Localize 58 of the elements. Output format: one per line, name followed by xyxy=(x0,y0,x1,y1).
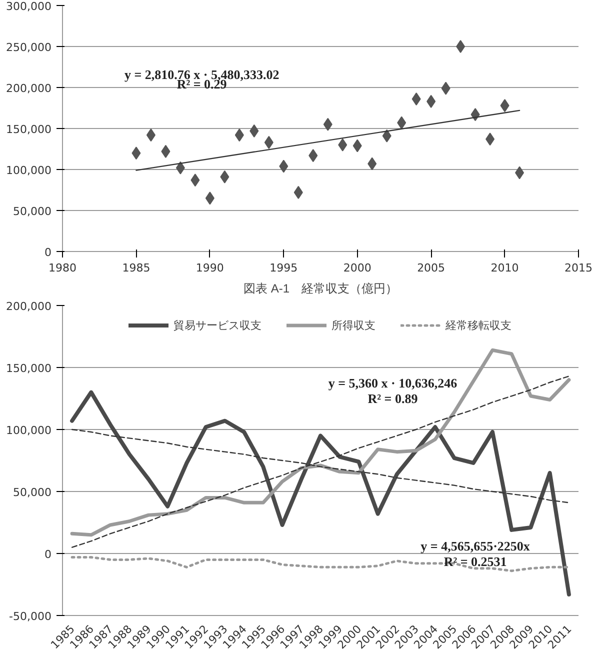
y-tick-label: 100,000 xyxy=(6,424,52,437)
point xyxy=(441,82,450,95)
text: 図表 A-1 経常収支（億円） xyxy=(243,282,398,296)
y-tick-label: 300,000 xyxy=(6,0,52,13)
x-tick-label: 1985 xyxy=(122,262,150,274)
legend-label: 貿易サービス収支 xyxy=(174,318,262,332)
y-tick-label: 50,000 xyxy=(13,486,52,499)
y-tick-label: 100,000 xyxy=(6,164,52,177)
legend-label: 経常移転収支 xyxy=(446,318,512,332)
annotation: R² = 0.2531 xyxy=(444,554,507,569)
x-tick-label: 2005 xyxy=(417,262,446,274)
point xyxy=(132,146,141,160)
point xyxy=(161,144,170,158)
point xyxy=(323,118,332,131)
x-tick-label: 2010 xyxy=(490,262,519,274)
y-tick-label: -50,000 xyxy=(9,610,52,623)
y-tick-label: 200,000 xyxy=(6,300,52,313)
point xyxy=(515,166,524,180)
point xyxy=(470,108,480,122)
point xyxy=(397,116,406,130)
point xyxy=(368,157,377,170)
annotation: y = 5,360 x · 10,636,246 xyxy=(328,376,458,390)
line-series xyxy=(70,556,570,572)
line-series xyxy=(70,390,571,596)
x-tick-label: 2015 xyxy=(564,262,593,274)
point xyxy=(250,124,259,138)
point xyxy=(176,161,185,174)
point xyxy=(264,136,274,149)
y-tick-label: 250,000 xyxy=(6,41,52,54)
point xyxy=(294,186,303,199)
point xyxy=(412,92,421,106)
y-tick-label: 150,000 xyxy=(6,123,52,136)
annotation: y = 4,565,655·2250x xyxy=(420,538,530,554)
annotation: R² = 0.89 xyxy=(368,391,418,406)
legend-label: 所得収支 xyxy=(332,318,376,332)
point xyxy=(426,94,436,108)
x-tick-label: 1990 xyxy=(196,262,224,274)
point xyxy=(456,40,466,53)
y-tick-label: 50,000 xyxy=(13,205,52,218)
point xyxy=(382,129,392,142)
point xyxy=(234,128,244,142)
point xyxy=(205,192,214,205)
point xyxy=(146,128,156,142)
point xyxy=(308,149,318,162)
x-tick-label: 2000 xyxy=(343,262,372,274)
x-tick-label: 1980 xyxy=(48,262,77,274)
y-tick-label: 150,000 xyxy=(6,362,52,375)
point xyxy=(190,174,200,187)
point xyxy=(220,170,230,184)
point xyxy=(338,138,348,152)
point xyxy=(486,132,495,146)
point xyxy=(500,99,510,112)
y-tick-label: 0 xyxy=(44,246,52,259)
x-tick-label: 1995 xyxy=(270,262,298,274)
point xyxy=(352,139,362,152)
point xyxy=(279,160,288,173)
y-tick-label: 0 xyxy=(44,548,52,561)
y-tick-label: 200,000 xyxy=(6,82,52,95)
